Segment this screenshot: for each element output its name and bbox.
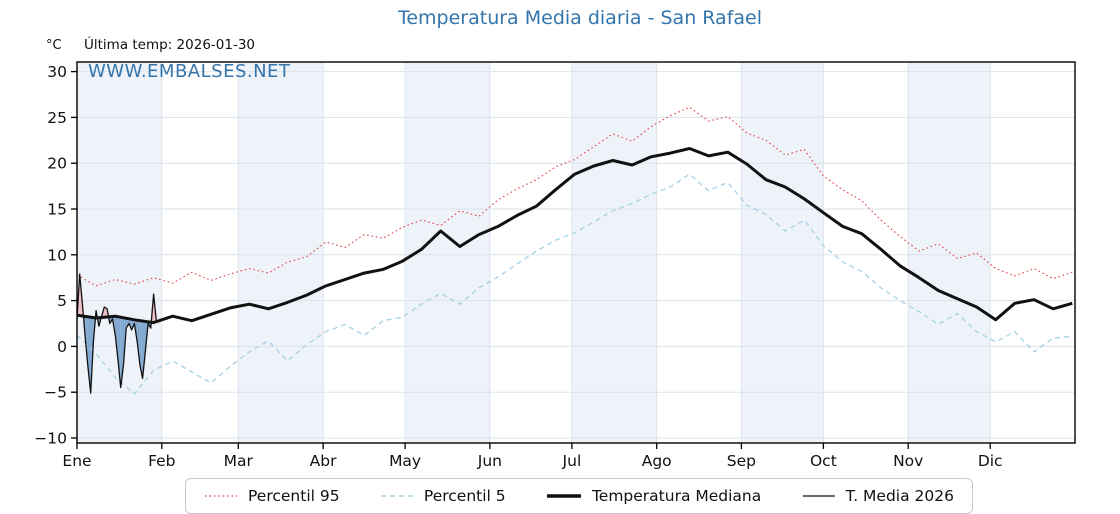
- mediana-line-sample: [546, 494, 581, 498]
- cold-anomaly-fill: [88, 316, 90, 380]
- cold-anomaly-fill: [118, 316, 119, 367]
- cold-anomaly-fill: [117, 316, 118, 361]
- cold-anomaly-fill: [126, 318, 128, 327]
- month-band: [571, 62, 657, 443]
- legend-item-mediana: Temperatura Mediana: [546, 487, 761, 505]
- month-band: [741, 62, 824, 443]
- cold-anomaly-fill: [139, 320, 140, 365]
- cold-anomaly-fill: [142, 321, 144, 379]
- x-tick-label: Ene: [62, 452, 91, 470]
- x-tick-label: Dic: [978, 452, 1003, 470]
- legend-label-percentil-5: Percentil 5: [423, 487, 506, 505]
- cold-anomaly-fill: [122, 317, 124, 371]
- chart-legend: Percentil 95 Percentil 5 Temperatura Med…: [185, 478, 973, 514]
- cold-anomaly-fill: [119, 316, 121, 381]
- temperatura-mediana-line: [76, 147, 1073, 325]
- cold-anomaly-fill: [121, 317, 123, 382]
- x-tick-label: Oct: [810, 452, 837, 470]
- x-tick-label: Jul: [562, 452, 582, 470]
- last-temp-label: Última temp: 2026-01-30: [84, 37, 256, 53]
- cold-anomaly-fill: [118, 316, 120, 374]
- y-tick-label: −5: [44, 384, 67, 402]
- month-band: [238, 62, 324, 443]
- cold-anomaly-fill: [141, 320, 142, 375]
- x-tick-label: Mar: [224, 452, 254, 470]
- cold-anomaly-fill: [139, 320, 141, 369]
- x-tick-label: Jun: [477, 452, 502, 470]
- y-tick-label: 5: [57, 292, 67, 310]
- y-tick-label: 10: [47, 246, 67, 264]
- legend-item-tmedia-2026: T. Media 2026: [802, 487, 954, 505]
- x-tick-label: May: [389, 452, 421, 470]
- cold-anomaly-fill: [126, 318, 127, 329]
- warm-anomaly-fill: [105, 307, 107, 318]
- x-tick-label: Abr: [310, 452, 337, 470]
- cold-anomaly-fill: [141, 320, 143, 379]
- legend-label-mediana: Temperatura Mediana: [591, 487, 762, 505]
- watermark-text: WWW.EMBALSES.NET: [88, 61, 291, 82]
- cold-anomaly-fill: [143, 321, 144, 372]
- legend-label-tmedia-2026: T. Media 2026: [845, 487, 954, 505]
- x-tick-label: Feb: [148, 452, 175, 470]
- warm-anomaly-fill: [105, 307, 106, 318]
- y-tick-label: −10: [34, 430, 67, 448]
- temperature-line-chart: 30 25 20 15 10 5 0 −5 −10 Ene Feb Mar Abr May Jun Jul Ag…: [34, 61, 1076, 470]
- y-tick-label: 0: [57, 338, 67, 356]
- t-media-2026-line: [76, 273, 157, 394]
- x-tick-label: Sep: [727, 452, 756, 470]
- cold-anomaly-fill: [140, 320, 142, 372]
- cold-anomaly-fill: [120, 317, 122, 388]
- tmedia-2026-line-sample: [802, 495, 835, 497]
- chart-canvas: 30 25 20 15 10 5 0 −5 −10 Ene Feb Mar Abr May Jun Jul Ag…: [34, 61, 1076, 470]
- legend-label-percentil-95: Percentil 95: [248, 487, 340, 505]
- legend-item-percentil-95: Percentil 95: [204, 487, 340, 505]
- y-tick-label: 20: [47, 155, 67, 173]
- cold-anomaly-fill: [122, 317, 123, 377]
- cold-anomaly-fill: [120, 317, 121, 388]
- y-tick-label: 15: [47, 201, 67, 219]
- percentil-5-line: [76, 173, 1073, 395]
- y-tick-label: 25: [47, 109, 67, 127]
- cold-anomaly-fill: [87, 316, 88, 367]
- chart-title: Temperatura Media diaria - San Rafael: [397, 7, 763, 29]
- cold-anomaly-fill: [89, 317, 90, 387]
- plot-border: [76, 61, 1076, 444]
- percentil-5-line-sample: [380, 495, 413, 497]
- y-axis-unit-label: °C: [46, 38, 62, 53]
- legend-item-percentil-5: Percentil 5: [380, 487, 506, 505]
- warm-anomaly-fill: [104, 307, 105, 318]
- x-tick-label: Ago: [642, 452, 672, 470]
- month-band: [405, 62, 490, 443]
- cold-anomaly-fill: [87, 316, 89, 374]
- percentil-95-line-sample: [205, 495, 237, 497]
- y-tick-label: 30: [47, 63, 67, 81]
- x-tick-label: Nov: [893, 452, 923, 470]
- cold-anomaly-fill: [90, 317, 91, 394]
- temperature-chart-page: { "header": { "title": "Temperatura Medi…: [34, 7, 1076, 514]
